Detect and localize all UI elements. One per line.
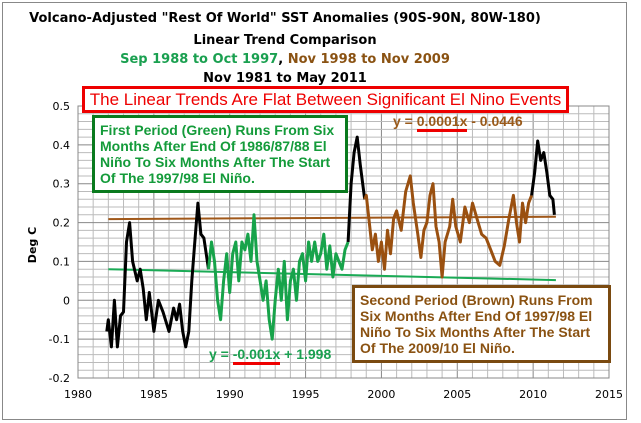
y-tick-label: 0.1: [53, 255, 71, 268]
x-tick-label: 2015: [595, 388, 623, 401]
series-black-2: [346, 135, 367, 243]
green-intercept: + 1.998: [280, 346, 332, 362]
x-tick-label: 2000: [367, 388, 395, 401]
x-tick-label: 2005: [443, 388, 471, 401]
x-tick-label: 1985: [140, 388, 168, 401]
eq-prefix: y =: [209, 346, 233, 362]
headline-box: The Linear Trends Are Flat Between Signi…: [82, 86, 569, 113]
x-tick-label: 1990: [216, 388, 244, 401]
period-brown: Nov 1998 to Nov 2009: [287, 52, 450, 67]
y-tick-label: 0.5: [53, 100, 71, 113]
x-tick-label: 1980: [64, 388, 92, 401]
series-brown: [363, 174, 533, 279]
brown-trend-line: [108, 215, 556, 221]
y-axis-label: Deg C: [26, 227, 39, 263]
y-tick-label: 0.3: [53, 178, 71, 191]
series-black-3: [530, 139, 556, 215]
series-green: [207, 213, 350, 341]
chart-title: Volcano-Adjusted "Rest Of World" SST Ano…: [29, 11, 541, 26]
series-black-1: [105, 201, 210, 349]
green-period-note: First Period (Green) Runs From Six Month…: [92, 115, 348, 193]
green-trend-equation: y = -0.001x + 1.998: [209, 346, 332, 365]
chart-border: [2, 2, 627, 420]
brown-intercept: - 0.0446: [467, 113, 523, 129]
y-tick-label: -0.1: [49, 333, 70, 346]
brown-trend-equation: y = 0.0001x - 0.0446: [393, 113, 523, 132]
x-tick-label: 1995: [292, 388, 320, 401]
period-green: Sep 1988 to Oct 1997: [120, 52, 279, 67]
brown-slope: 0.0001x: [416, 113, 468, 132]
green-slope: -0.001x: [232, 346, 281, 365]
x-tick-label: 2010: [519, 388, 547, 401]
y-tick-label: -0.2: [49, 372, 70, 385]
y-tick-label: 0: [63, 294, 70, 307]
date-range: Nov 1981 to May 2011: [203, 71, 367, 86]
eq-prefix: y =: [393, 113, 417, 129]
y-tick-label: 0.2: [53, 217, 71, 230]
period-line: Sep 1988 to Oct 1997, Nov 1998 to Nov 20…: [0, 52, 570, 67]
brown-period-note: Second Period (Brown) Runs From Six Mont…: [352, 285, 611, 363]
period-separator: ,: [278, 52, 284, 67]
chart-subtitle: Linear Trend Comparison: [193, 33, 377, 48]
y-tick-label: 0.4: [53, 139, 71, 152]
